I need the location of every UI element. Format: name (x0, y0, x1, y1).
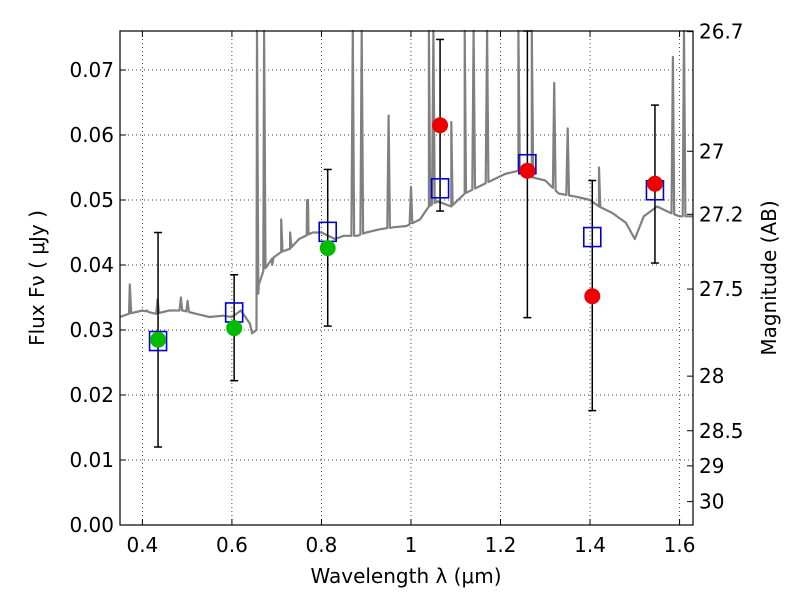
y-tick-label: 0.02 (69, 383, 114, 407)
y-tick-label: 0.05 (69, 188, 114, 212)
x-tick-label: 0.8 (306, 533, 338, 557)
right-tick-label: 28.5 (699, 419, 744, 443)
x-tick-label: 0.6 (216, 533, 248, 557)
green-point (226, 320, 243, 337)
y-tick-label: 0.06 (69, 123, 114, 147)
green-point (319, 240, 336, 257)
right-tick-label: 27.2 (699, 202, 744, 226)
x-axis-label: Wavelength λ (μm) (310, 564, 501, 588)
model-box (582, 226, 602, 248)
x-tick-label: 1.6 (664, 533, 696, 557)
right-tick-label: 26.7 (699, 20, 744, 44)
y-axis-label: Flux Fν ( μJy ) (25, 210, 49, 346)
model-spectrum (119, 29, 693, 335)
plot-frame (119, 30, 694, 526)
axis-ticks: 0.4 0.6 0.8 1 1.2 1.4 1.6 0.00 0.01 0.02 0.03 0.04 0… (69, 20, 743, 557)
right-axis-label: Magnitude (AB) (757, 200, 781, 355)
right-tick-label: 30 (699, 490, 724, 514)
right-tick-label: 27 (699, 139, 724, 163)
x-tick-label: 1 (405, 533, 418, 557)
grid (120, 31, 693, 526)
x-tick-label: 0.4 (126, 533, 158, 557)
red-point (646, 175, 663, 192)
observed-points (150, 117, 663, 348)
y-tick-label: 0.03 (69, 318, 114, 342)
y-tick-label: 0.01 (69, 448, 114, 472)
spectrum-line (119, 29, 693, 335)
x-tick-label: 1.2 (485, 533, 517, 557)
red-point (584, 288, 601, 305)
right-tick-label: 27.5 (699, 277, 744, 301)
x-tick-label: 1.4 (574, 533, 606, 557)
red-point (519, 162, 536, 179)
right-tick-label: 28 (699, 364, 724, 388)
model-box (430, 178, 450, 199)
y-tick-label: 0.07 (69, 58, 114, 82)
y-tick-label: 0.00 (69, 513, 114, 537)
model-photometry (148, 153, 665, 352)
right-tick-label: 29 (699, 454, 724, 478)
model-box (148, 330, 168, 352)
red-point (432, 117, 449, 134)
green-point (150, 331, 167, 348)
y-tick-label: 0.04 (69, 253, 114, 277)
